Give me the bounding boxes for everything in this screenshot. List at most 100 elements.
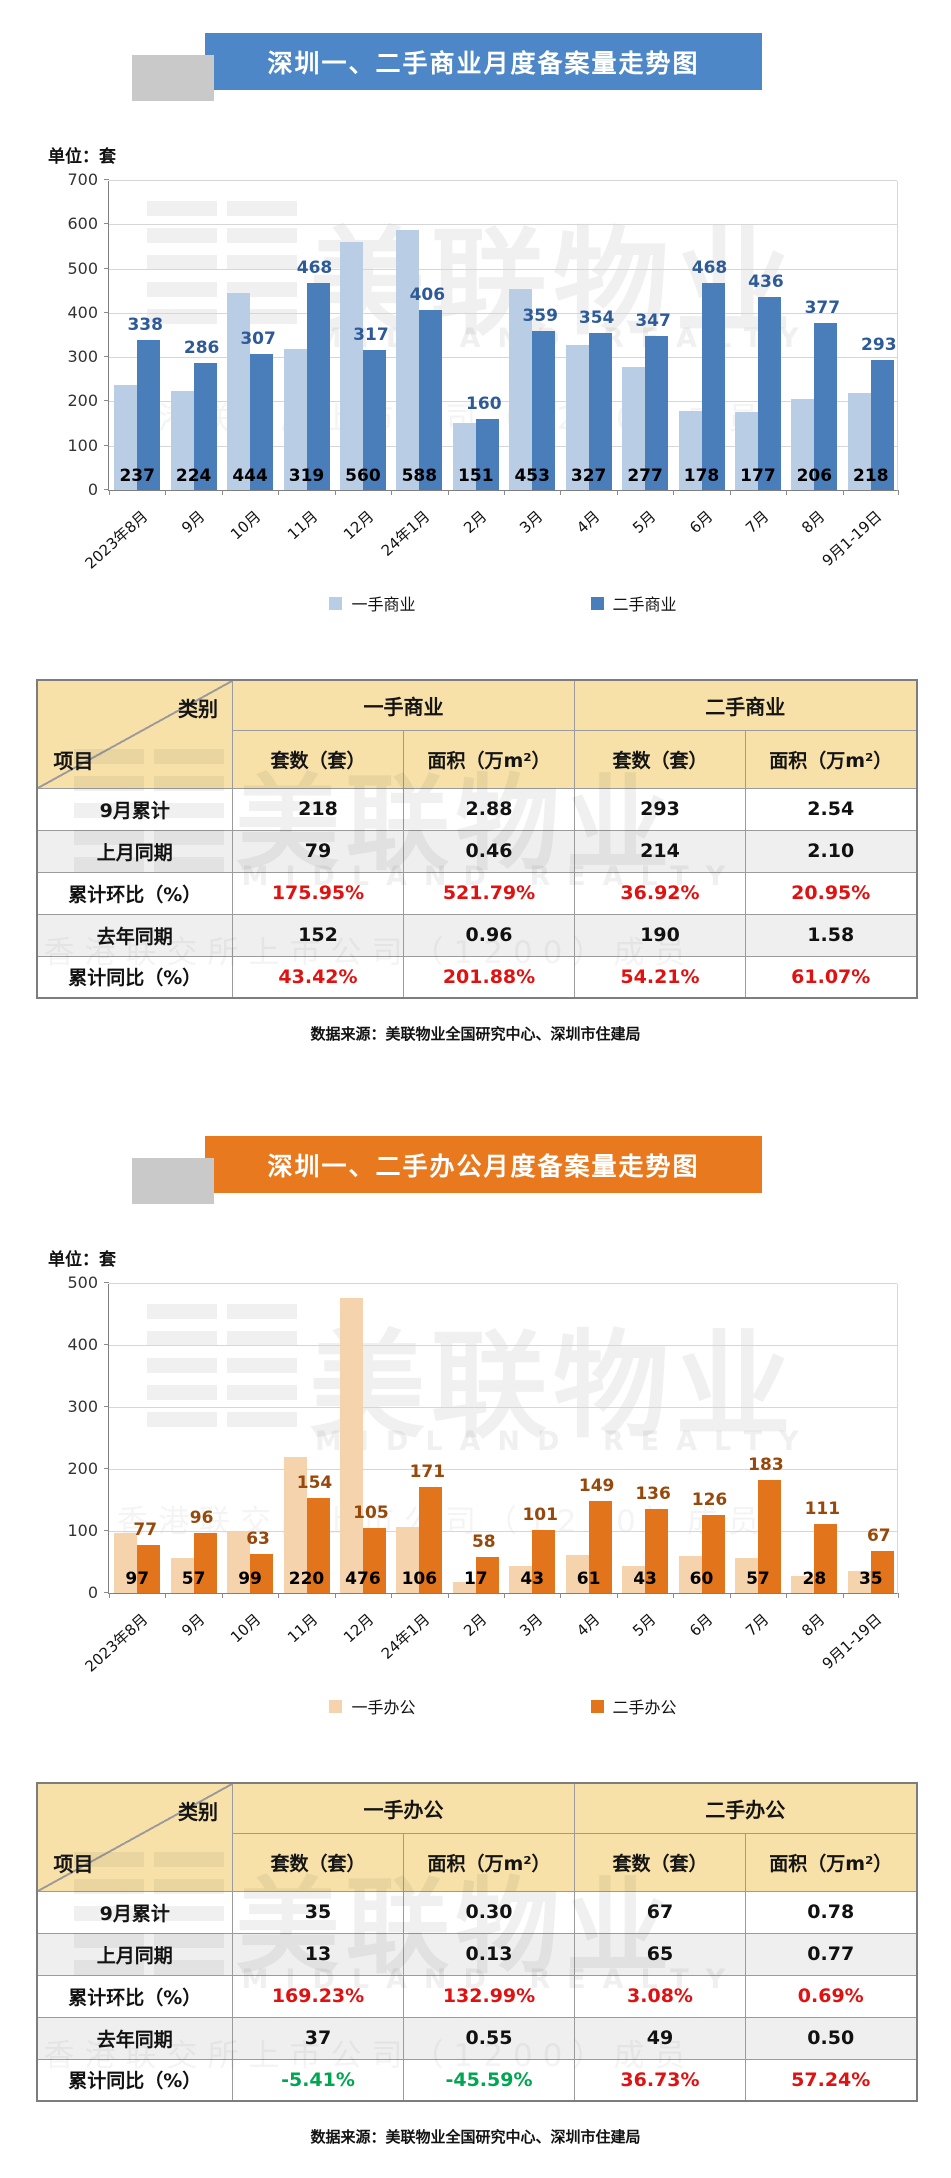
column-header: 套数（套） (232, 1832, 404, 1892)
table-cell: -5.41% (232, 2058, 404, 2102)
second-hand-bar (137, 1545, 161, 1593)
legend-label: 二手商业 (612, 595, 677, 614)
x-axis-tick (842, 490, 844, 495)
second-hand-bar (475, 1557, 499, 1593)
table-cell: 190 (574, 913, 746, 957)
corner-label-category: 类别 (178, 697, 218, 721)
x-axis-tick (221, 490, 223, 495)
first-hand-bar (847, 1571, 871, 1593)
second-hand-bar (870, 360, 894, 490)
y-axis-tick (104, 1344, 109, 1345)
second-hand-bar (870, 1551, 894, 1593)
gridline (109, 224, 897, 226)
table-cell: 132.99% (403, 1974, 575, 2018)
y-axis-tick (104, 223, 109, 225)
second-hand-value-label: 101 (522, 1505, 558, 1526)
source-note: 数据来源：美联物业全国研究中心、深圳市住建局 (310, 2128, 641, 2146)
y-axis-tick-label: 600 (67, 214, 98, 234)
x-axis-tick (786, 490, 788, 495)
data-table: 类别 项目 一手办公 二手办公 套数（套） 面积（万m²） 套数（套） 面积（万m²） 9月累计… (35, 1782, 918, 2102)
y-axis-tick-label: 100 (67, 1521, 98, 1540)
first-hand-bar (396, 1527, 420, 1593)
group-header: 一手办公 (232, 1782, 575, 1834)
first-hand-value-label: 43 (633, 1569, 657, 1589)
column-header: 套数（套） (232, 729, 404, 789)
second-hand-bar (250, 354, 274, 490)
y-axis-tick (104, 356, 109, 358)
second-hand-value-label: 105 (353, 1502, 389, 1523)
y-axis-tick-label: 0 (87, 480, 98, 499)
second-hand-bar (701, 282, 725, 490)
table-cell: 218 (232, 787, 404, 831)
second-hand-bar (475, 419, 499, 490)
x-axis-tick (898, 490, 899, 495)
first-hand-bar (452, 423, 476, 490)
x-axis-tick (334, 490, 336, 495)
table-cell: 36.92% (574, 871, 746, 915)
second-hand-value-label: 63 (246, 1528, 270, 1549)
table-cell: 0.69% (745, 1974, 917, 2018)
column-header: 套数（套） (574, 729, 746, 789)
second-hand-value-label: 468 (691, 257, 728, 278)
second-hand-value-label: 286 (183, 338, 220, 359)
table-cell: 0.96 (403, 913, 575, 957)
second-hand-value-label: 338 (127, 315, 163, 336)
table-cell: 0.50 (745, 2016, 917, 2060)
first-hand-bar (227, 293, 251, 490)
first-hand-bar (565, 1555, 589, 1593)
gridline (109, 1345, 897, 1346)
second-hand-value-label: 154 (296, 1472, 333, 1493)
x-axis-tick (729, 490, 731, 495)
row-label: 上月同期 (36, 829, 233, 873)
table-row: 9月累计 35 0.30 67 0.78 (36, 1890, 917, 1934)
table-cell: 0.55 (403, 2016, 575, 2060)
second-hand-value-label: 183 (748, 1454, 784, 1475)
y-axis-tick (104, 1530, 109, 1531)
second-hand-bar (701, 1514, 725, 1593)
first-hand-bar (114, 1532, 138, 1593)
second-hand-value-label: 377 (804, 298, 841, 319)
first-hand-value-label: 319 (288, 466, 325, 486)
first-hand-bar (622, 1566, 646, 1593)
second-hand-value-label: 317 (353, 324, 389, 345)
commercial-title: 深圳一、二手商业月度备案量走势图 (267, 48, 700, 78)
second-hand-bar (193, 363, 217, 490)
table-cell: 214 (574, 829, 746, 873)
y-axis-tick-label: 200 (67, 1459, 98, 1478)
x-axis-tick (673, 1593, 675, 1598)
first-hand-value-label: 99 (238, 1569, 262, 1589)
first-hand-bar (509, 289, 533, 490)
column-header: 面积（万m²） (745, 1832, 917, 1892)
second-hand-value-label: 67 (866, 1526, 891, 1547)
office-legend: 一手办公 二手办公 (108, 1694, 898, 1718)
first-hand-value-label: 177 (740, 466, 776, 486)
second-hand-bar (814, 323, 838, 490)
office-title-banner: 深圳一、二手办公月度备案量走势图 (132, 1136, 762, 1204)
x-axis-tick (560, 1593, 562, 1598)
first-hand-value-label: 61 (576, 1569, 601, 1589)
first-hand-value-label: 327 (570, 466, 607, 486)
second-hand-bar (588, 1500, 612, 1593)
legend-swatch (329, 596, 343, 610)
first-hand-value-label: 57 (746, 1569, 770, 1589)
gridline (109, 1283, 897, 1284)
y-axis-tick (104, 267, 109, 269)
column-header: 面积（万m²） (403, 729, 575, 789)
commercial-title-banner: 深圳一、二手商业月度备案量走势图 (132, 33, 762, 101)
x-axis-tick (842, 1593, 844, 1598)
second-hand-bar (419, 310, 443, 490)
second-hand-value-label: 347 (635, 311, 671, 332)
table-cell: 0.13 (403, 1932, 575, 1976)
second-hand-bar (645, 1508, 669, 1593)
table-row: 去年同期 152 0.96 190 1.58 (36, 913, 917, 957)
gridline (109, 312, 897, 314)
x-axis-tick (278, 1593, 280, 1598)
first-hand-bar (791, 1575, 815, 1593)
second-hand-value-label: 160 (466, 394, 502, 415)
y-axis-tick (104, 1592, 109, 1593)
row-label: 累计同比（%） (36, 2058, 233, 2102)
table-cell: 293 (574, 787, 746, 831)
first-hand-bar (678, 411, 702, 490)
second-hand-bar (814, 1524, 838, 1593)
